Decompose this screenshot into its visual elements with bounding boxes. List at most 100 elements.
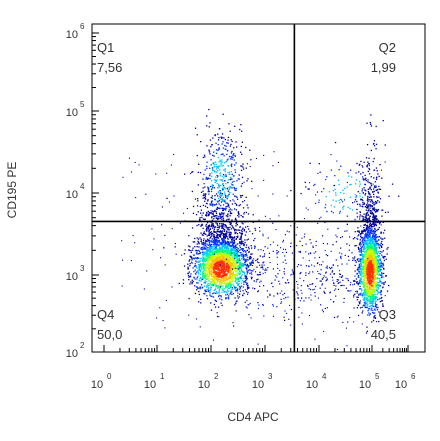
event-dot bbox=[192, 257, 195, 259]
event-dot bbox=[240, 214, 242, 217]
event-dot bbox=[207, 200, 209, 202]
event-dot bbox=[234, 253, 237, 255]
event-dot bbox=[206, 275, 208, 277]
event-dot bbox=[219, 179, 221, 181]
event-dot bbox=[214, 209, 216, 212]
event-dot bbox=[229, 245, 231, 247]
event-dot bbox=[368, 181, 370, 184]
event-dot bbox=[210, 190, 213, 193]
event-dot bbox=[211, 219, 214, 221]
event-dot bbox=[243, 213, 245, 215]
event-dot bbox=[233, 188, 236, 190]
event-dot bbox=[207, 199, 209, 201]
event-dot bbox=[362, 240, 364, 242]
event-dot bbox=[371, 247, 373, 249]
event-dot bbox=[212, 256, 214, 258]
event-dot bbox=[213, 242, 215, 244]
event-dot bbox=[212, 137, 214, 139]
event-dot bbox=[218, 215, 220, 218]
event-dot bbox=[247, 228, 250, 230]
event-dot bbox=[370, 125, 373, 127]
event-dot bbox=[209, 274, 211, 276]
event-dot bbox=[372, 222, 374, 224]
event-dot bbox=[207, 284, 209, 286]
event-dot bbox=[218, 225, 220, 227]
event-dot bbox=[207, 262, 209, 264]
event-dot bbox=[205, 270, 208, 272]
event-dot bbox=[222, 209, 224, 212]
event-dot bbox=[370, 231, 372, 233]
event-dot bbox=[204, 276, 206, 278]
event-dot bbox=[213, 225, 215, 228]
event-dot bbox=[242, 240, 244, 243]
event-dot bbox=[376, 290, 379, 292]
event-dot bbox=[219, 193, 221, 195]
event-dot bbox=[222, 269, 224, 271]
event-dot bbox=[222, 196, 224, 198]
event-dot bbox=[236, 255, 238, 257]
event-dot bbox=[362, 255, 364, 257]
event-dot bbox=[223, 191, 225, 193]
event-dot bbox=[236, 260, 238, 262]
event-dot bbox=[221, 282, 224, 284]
event-dot bbox=[220, 264, 222, 266]
event-dot bbox=[382, 120, 384, 122]
event-dot bbox=[223, 267, 225, 269]
event-dot bbox=[367, 197, 369, 199]
event-dot bbox=[358, 268, 360, 270]
event-dot bbox=[224, 199, 226, 201]
event-dot bbox=[209, 237, 211, 239]
event-dot bbox=[197, 198, 199, 200]
event-dot bbox=[381, 254, 383, 256]
event-dot bbox=[367, 226, 370, 228]
event-dot bbox=[369, 284, 371, 287]
event-dot bbox=[362, 304, 365, 306]
event-dot bbox=[361, 190, 363, 192]
event-dot bbox=[355, 278, 358, 280]
event-dot bbox=[369, 260, 371, 263]
event-dot bbox=[241, 233, 243, 235]
event-dot bbox=[204, 256, 206, 258]
event-dot bbox=[359, 211, 361, 213]
event-dot bbox=[377, 236, 379, 238]
event-dot bbox=[371, 295, 373, 298]
event-dot bbox=[209, 271, 211, 273]
event-dot bbox=[375, 267, 377, 269]
event-dot bbox=[366, 293, 368, 295]
event-dot bbox=[372, 289, 374, 291]
event-dot bbox=[217, 167, 220, 169]
event-dot bbox=[203, 257, 205, 259]
event-dot bbox=[369, 267, 371, 270]
event-dot bbox=[228, 231, 230, 233]
event-dot bbox=[216, 253, 218, 255]
event-dot bbox=[367, 210, 370, 212]
event-dot bbox=[192, 280, 195, 283]
event-dot bbox=[382, 250, 384, 252]
event-dot bbox=[229, 270, 231, 273]
event-dot bbox=[363, 274, 365, 277]
event-dot bbox=[205, 241, 207, 243]
event-dot bbox=[239, 280, 241, 282]
event-dot bbox=[364, 242, 366, 244]
event-dot bbox=[210, 309, 213, 311]
event-dot bbox=[244, 280, 247, 282]
event-dot bbox=[208, 214, 210, 216]
event-dot bbox=[227, 136, 230, 139]
event-dot bbox=[231, 163, 233, 165]
event-dot bbox=[215, 262, 218, 265]
event-dot bbox=[219, 252, 221, 254]
event-dot bbox=[237, 236, 239, 238]
event-dot bbox=[372, 312, 374, 314]
event-dot bbox=[227, 293, 229, 296]
event-dot bbox=[372, 269, 375, 271]
event-dot bbox=[219, 281, 221, 283]
event-dot bbox=[357, 191, 359, 193]
event-dot bbox=[242, 166, 244, 168]
event-dot bbox=[218, 203, 220, 205]
event-dot bbox=[226, 249, 228, 252]
event-dot bbox=[370, 251, 372, 253]
event-dot bbox=[211, 270, 213, 272]
event-dot bbox=[191, 171, 193, 173]
event-dot bbox=[357, 266, 359, 268]
event-dot bbox=[212, 251, 214, 254]
